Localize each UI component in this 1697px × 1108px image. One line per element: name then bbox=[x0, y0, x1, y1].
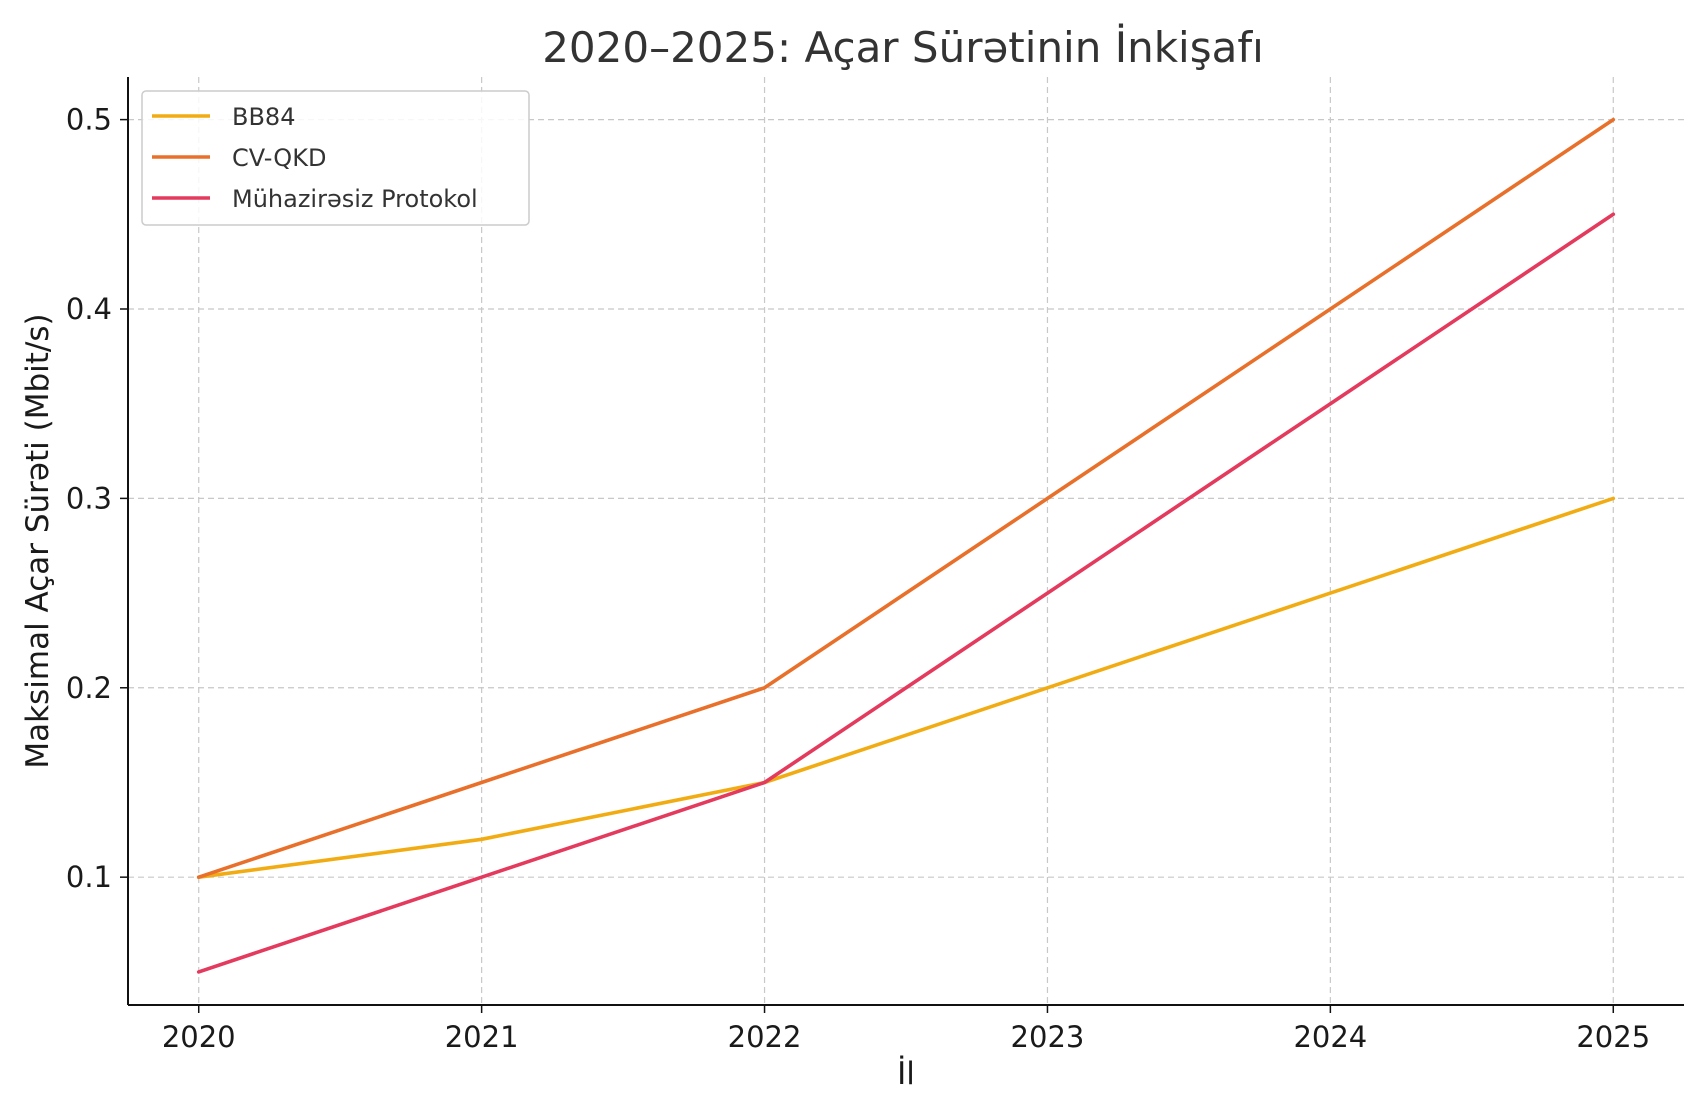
y-tick-label: 0.5 bbox=[66, 103, 112, 137]
legend: BB84 CV-QKD Mühazirəsiz Protokol bbox=[141, 90, 530, 226]
y-tick-label: 0.2 bbox=[66, 671, 112, 705]
y-axis-label: Maksimal Açar Sürəti (Mbit/s) bbox=[20, 313, 56, 768]
series-line-3 bbox=[196, 212, 1616, 974]
x-tick-label: 2023 bbox=[1011, 1020, 1085, 1054]
tick-layer: 2020 2021 2022 2023 2024 2025 0.1 0.2 0.3 0.4 0.5 bbox=[66, 103, 1650, 1054]
series-layer bbox=[196, 117, 1616, 974]
legend-box bbox=[141, 90, 530, 226]
y-tick-label: 0.3 bbox=[66, 481, 112, 515]
x-tick-label: 2025 bbox=[1576, 1020, 1650, 1054]
y-tick-label: 0.4 bbox=[66, 292, 112, 326]
y-tick-label: 0.1 bbox=[66, 860, 112, 894]
legend-label: BB84 bbox=[232, 103, 295, 131]
series-line-1 bbox=[196, 496, 1616, 880]
x-tick-label: 2024 bbox=[1293, 1020, 1367, 1054]
legend-label: Mühazirəsiz Protokol bbox=[232, 185, 478, 213]
axes-layer bbox=[127, 77, 1684, 1006]
legend-label: CV-QKD bbox=[232, 144, 326, 172]
x-tick-label: 2020 bbox=[162, 1020, 236, 1054]
chart-title: 2020–2025: Açar Sürətinin İnkişafı bbox=[542, 22, 1264, 72]
series-line-2 bbox=[196, 117, 1616, 880]
x-tick-label: 2021 bbox=[445, 1020, 519, 1054]
x-tick-label: 2022 bbox=[728, 1020, 802, 1054]
x-axis-label: İl bbox=[897, 1056, 915, 1092]
grid-layer bbox=[128, 77, 1684, 1005]
